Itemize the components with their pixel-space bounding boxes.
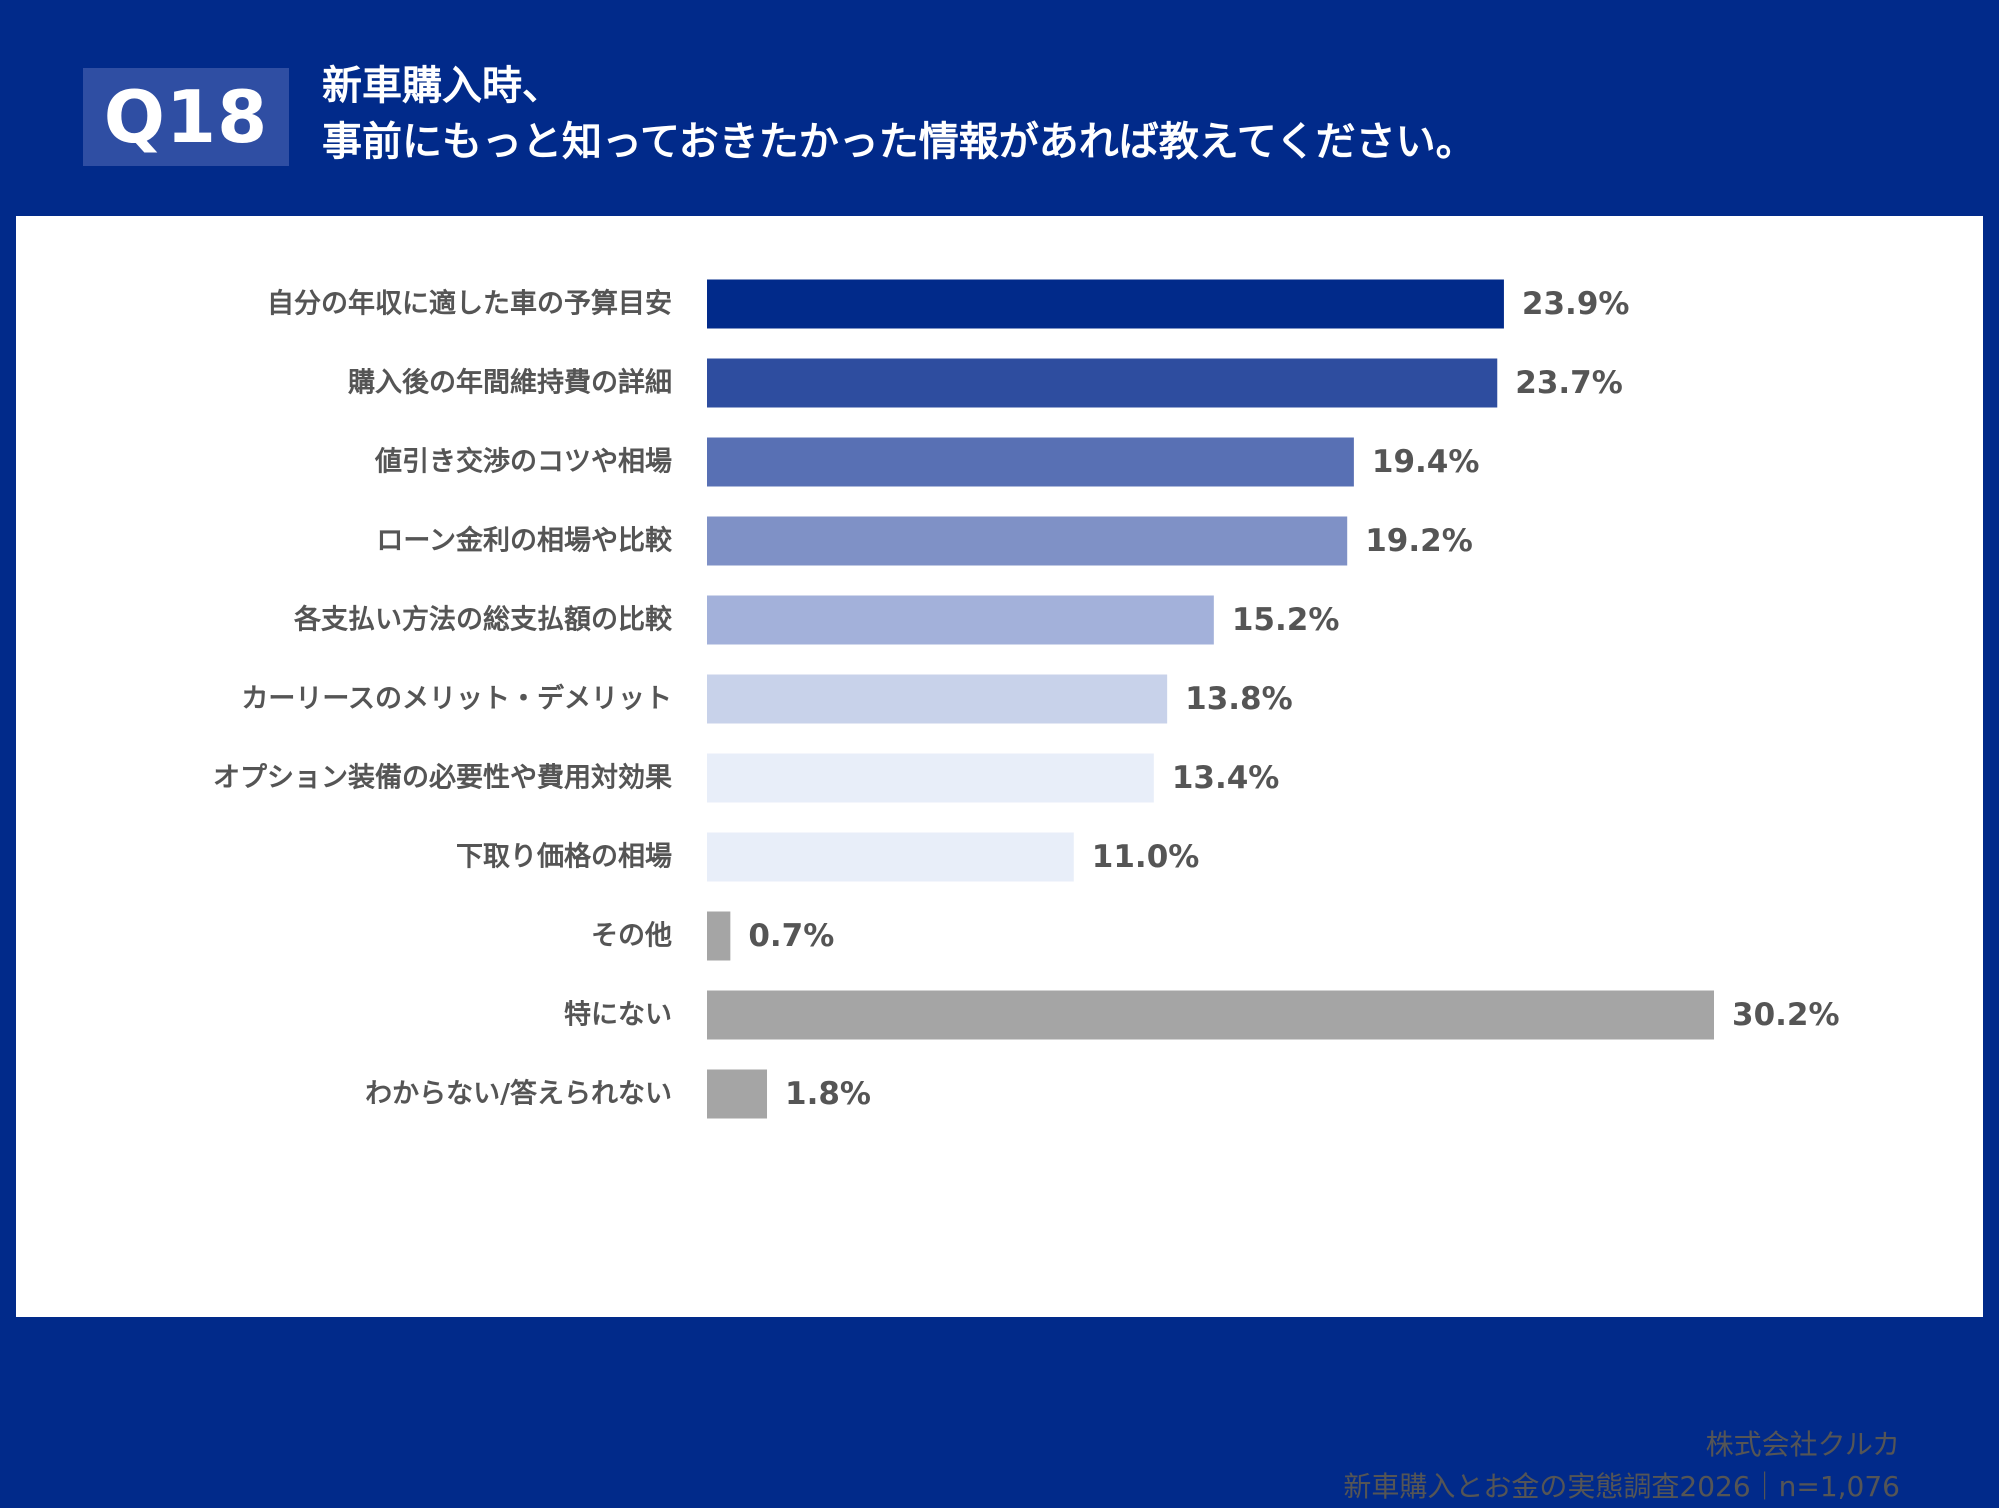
category-label: カーリースのメリット・デメリット: [241, 683, 672, 715]
value-label: 13.4%: [1172, 760, 1280, 796]
category-label: オプション装備の必要性や費用対効果: [213, 762, 672, 794]
bar: [707, 990, 1714, 1040]
category-label: 下取り価格の相場: [456, 842, 672, 873]
bar: [707, 595, 1214, 645]
chart-panel: 自分の年収に適した車の予算目安 23.9% 購入後の年間維持費の詳細 23.7% 値引き…: [16, 216, 1983, 1503]
value-label: 0.7%: [748, 918, 834, 954]
question-number-badge: Q18: [83, 68, 289, 166]
infographic: Q18 新車購入時、 事前にもっと知っておきたかった情報があれば教えてください。…: [16, 58, 1983, 1503]
question-title: 新車購入時、 事前にもっと知っておきたかった情報があれば教えてください。: [322, 58, 1922, 170]
category-label: ローン金利の相場や比較: [376, 525, 673, 557]
value-label: 19.2%: [1365, 523, 1473, 559]
source-survey: 新車購入とお金の実態調査2026｜n=1,076: [1343, 1470, 1900, 1503]
bar: [707, 753, 1154, 803]
value-label: 23.7%: [1515, 365, 1623, 401]
bar: [707, 358, 1498, 408]
category-label: 購入後の年間維持費の詳細: [348, 367, 672, 399]
category-label: その他: [591, 921, 672, 952]
bar: [707, 911, 731, 961]
value-label: 30.2%: [1732, 997, 1840, 1033]
value-label: 13.8%: [1185, 681, 1293, 717]
bar: [707, 516, 1348, 566]
value-label: 19.4%: [1372, 444, 1480, 480]
value-label: 23.9%: [1522, 286, 1630, 322]
value-label: 15.2%: [1232, 602, 1340, 638]
category-label: 特にない: [564, 1000, 672, 1031]
question-title-line-2: 事前にもっと知っておきたかった情報があれば教えてください。: [322, 119, 1476, 165]
value-label: 11.0%: [1092, 839, 1200, 875]
value-label: 1.8%: [785, 1076, 871, 1112]
category-label: 値引き交渉のコツや相場: [374, 446, 672, 478]
question-title-line-1: 新車購入時、: [322, 63, 562, 109]
category-label: 自分の年収に適した車の予算目安: [267, 288, 672, 320]
bar: [707, 279, 1504, 329]
bar: [707, 674, 1168, 724]
bar: [707, 832, 1074, 882]
bar-chart: 自分の年収に適した車の予算目安 23.9% 購入後の年間維持費の詳細 23.7% 値引き…: [213, 279, 1840, 1119]
source-credit: 株式会社クルカ 新車購入とお金の実態調査2026｜n=1,076: [1343, 1424, 1900, 1508]
category-label: わからない/答えられない: [365, 1078, 672, 1110]
category-label: 各支払い方法の総支払額の比較: [293, 604, 673, 636]
source-company: 株式会社クルカ: [1705, 1428, 1900, 1461]
bar: [707, 437, 1354, 487]
bar: [707, 1069, 768, 1119]
